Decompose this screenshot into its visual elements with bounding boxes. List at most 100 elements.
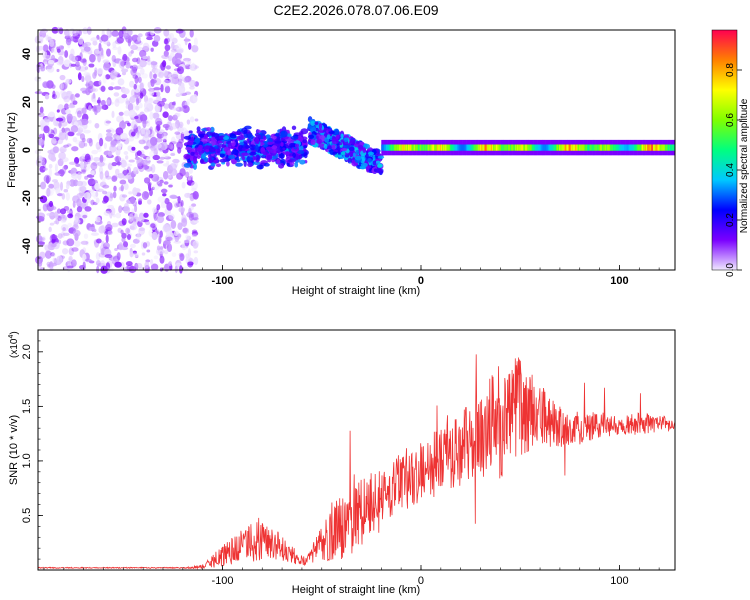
spectrogram-cell bbox=[143, 107, 150, 113]
spectrogram-cell bbox=[141, 191, 149, 200]
spectrogram-cell bbox=[191, 44, 199, 53]
colorbar: 0.0 0.2 0.4 0.6 0.8 Normalized spectral ampl… bbox=[711, 29, 750, 277]
spectrogram-cell bbox=[78, 66, 87, 72]
spectrogram-cell bbox=[217, 144, 225, 148]
spectrogram-cell bbox=[383, 144, 385, 151]
spectrogram-cell bbox=[100, 260, 105, 267]
spectrogram-cell bbox=[183, 60, 190, 67]
spectrogram-cell bbox=[132, 221, 137, 226]
spectrogram-cell bbox=[82, 27, 89, 35]
spectrogram-cell bbox=[88, 138, 93, 147]
colorbar-tick-label: 0.8 bbox=[725, 63, 736, 77]
spectrogram-cell bbox=[504, 144, 506, 151]
spectrogram-cell bbox=[451, 144, 453, 151]
spectrogram-cell bbox=[126, 234, 132, 240]
spectrogram-cell bbox=[549, 144, 551, 151]
spectrogram-cell bbox=[479, 144, 481, 151]
spectrogram-cell bbox=[582, 144, 584, 151]
spectrogram-cell bbox=[494, 144, 496, 151]
spectrogram-cell bbox=[466, 144, 468, 151]
spectrogram-cell bbox=[606, 144, 608, 151]
spectrogram-cell bbox=[569, 144, 571, 151]
spectrogram-cell bbox=[567, 144, 569, 151]
spectrogram-cell bbox=[110, 206, 116, 216]
spectrogram-cell bbox=[619, 144, 621, 151]
spectrogram-cell bbox=[455, 144, 457, 151]
spectrogram-cell bbox=[151, 147, 159, 154]
spectrogram-cell bbox=[509, 144, 512, 151]
spectrogram-cell bbox=[488, 144, 490, 151]
spectrogram-cell bbox=[600, 144, 602, 151]
spectrogram-y-tick-label: 0 bbox=[21, 147, 33, 153]
spectrogram-cell bbox=[169, 194, 178, 199]
spectrogram-cell bbox=[291, 125, 297, 130]
spectrogram-cell bbox=[634, 144, 636, 151]
spectrogram-cell bbox=[112, 191, 117, 199]
spectrogram-cell bbox=[493, 144, 496, 151]
spectrogram-cell bbox=[266, 154, 273, 160]
spectrogram-cell bbox=[116, 37, 124, 44]
spectrogram-cell bbox=[506, 144, 508, 151]
spectrogram-cell bbox=[182, 227, 188, 233]
spectrogram-cell bbox=[188, 205, 194, 211]
spectrogram-x-tick-label: -100 bbox=[212, 275, 234, 287]
spectrogram-cell bbox=[227, 149, 231, 157]
spectrogram-cell bbox=[105, 132, 113, 137]
spectrogram-cell bbox=[584, 144, 587, 151]
spectrogram-cell bbox=[334, 128, 340, 135]
spectrogram-cell bbox=[111, 110, 115, 119]
spectrogram-cell bbox=[645, 144, 647, 151]
figure-title: C2E2.2026.078.07.06.E09 bbox=[273, 2, 438, 18]
spectrogram-cell bbox=[105, 74, 111, 80]
spectrogram-cell bbox=[326, 134, 331, 140]
spectrogram-cell bbox=[59, 181, 64, 191]
spectrogram-cell bbox=[186, 235, 192, 241]
spectrogram-cell bbox=[76, 206, 83, 213]
spectrogram-cell bbox=[105, 234, 109, 244]
spectrogram-cell bbox=[663, 144, 665, 151]
spectrogram-cell bbox=[574, 144, 576, 151]
spectrogram-cell bbox=[101, 240, 105, 248]
spectrogram-cell bbox=[105, 175, 112, 180]
spectrogram-cell bbox=[587, 144, 589, 151]
spectrogram-cell bbox=[137, 36, 141, 42]
spectrogram-cell bbox=[215, 163, 222, 168]
spectrogram-cell bbox=[44, 116, 51, 123]
snr-x-tick-label: 100 bbox=[610, 575, 628, 587]
spectrogram-cell bbox=[168, 231, 175, 240]
spectrogram-cell bbox=[613, 144, 615, 151]
spectrogram-cell bbox=[602, 144, 605, 151]
spectrogram-cell bbox=[497, 144, 499, 151]
spectrogram-cell bbox=[599, 144, 601, 151]
spectrogram-cell bbox=[72, 100, 78, 105]
spectrogram-cell bbox=[193, 220, 199, 224]
spectrogram-cell bbox=[115, 147, 121, 157]
spectrogram-x-label: Height of straight line (km) bbox=[292, 285, 420, 297]
spectrogram-cell bbox=[113, 185, 117, 192]
spectrogram-cell bbox=[375, 168, 383, 174]
spectrogram-cell bbox=[80, 48, 85, 53]
spectrogram-cell bbox=[654, 144, 656, 151]
spectrogram-cell bbox=[241, 127, 248, 135]
spectrogram-cell bbox=[154, 68, 162, 77]
spectrogram-cell bbox=[649, 144, 651, 151]
spectrogram-cell bbox=[245, 144, 251, 149]
spectrogram-cell bbox=[461, 144, 463, 151]
spectrogram-cell bbox=[231, 160, 237, 164]
spectrogram-cell bbox=[62, 82, 68, 90]
spectrogram-cell bbox=[175, 201, 183, 208]
spectrogram-cell bbox=[490, 144, 492, 151]
spectrogram-cell bbox=[192, 217, 199, 221]
spectrogram-cell bbox=[152, 154, 161, 161]
spectrogram-cell bbox=[655, 144, 657, 151]
spectrogram-cell bbox=[74, 93, 80, 98]
spectrogram-cell bbox=[121, 68, 129, 73]
spectrogram-x-tick-label: 100 bbox=[610, 275, 628, 287]
spectrogram-cell bbox=[63, 188, 69, 193]
spectrogram-cell bbox=[420, 144, 422, 151]
spectrogram-cell bbox=[49, 262, 58, 267]
spectrogram-cell bbox=[578, 144, 580, 151]
spectrogram-cell bbox=[80, 161, 85, 170]
spectrogram-cell bbox=[85, 240, 89, 246]
